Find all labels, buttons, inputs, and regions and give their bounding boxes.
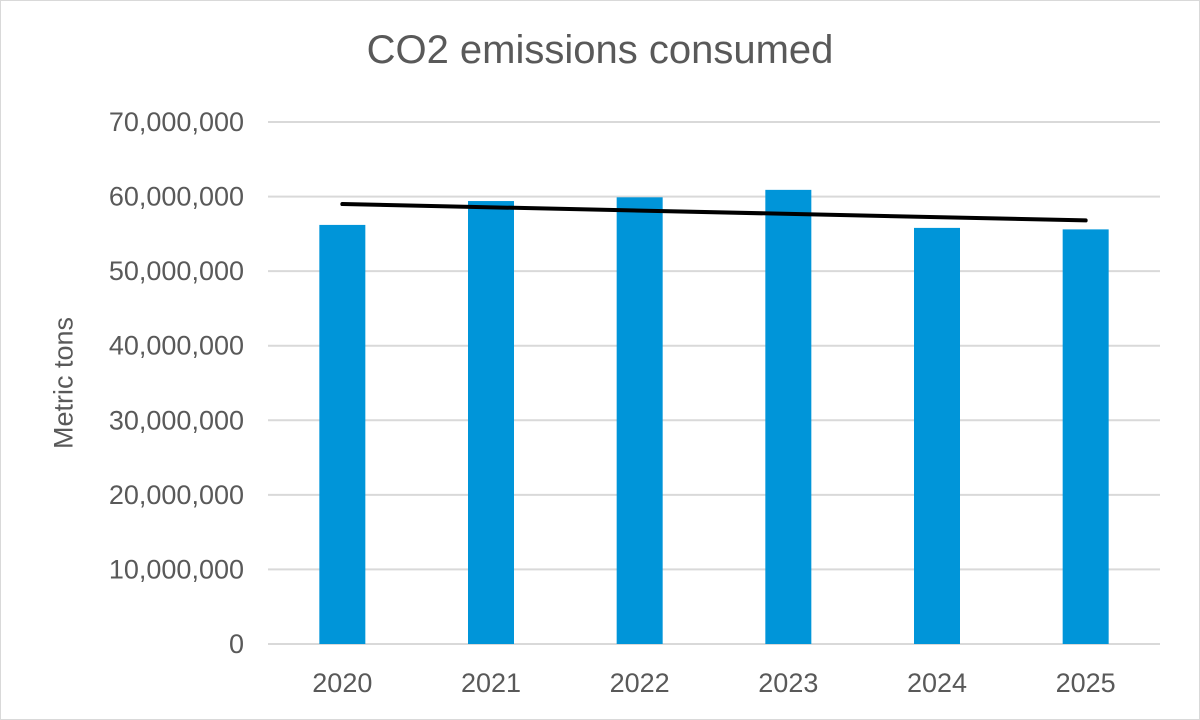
x-tick-label: 2025: [1056, 668, 1116, 698]
y-tick-label: 0: [229, 629, 244, 659]
y-tick-label: 50,000,000: [109, 256, 244, 286]
bar-2022: [616, 197, 663, 644]
bar-2020: [319, 224, 366, 644]
bar-2024: [914, 227, 960, 645]
x-tick-label: 2020: [312, 668, 372, 698]
y-tick-label: 20,000,000: [109, 480, 244, 510]
x-tick-label: 2022: [610, 668, 670, 698]
trendline: [340, 202, 1088, 223]
y-tick-label: 10,000,000: [109, 554, 244, 584]
x-tick-label: 2021: [461, 668, 521, 698]
y-tick-label: 30,000,000: [109, 405, 244, 435]
y-tick-label: 70,000,000: [109, 107, 244, 137]
y-tick-label: 40,000,000: [109, 331, 244, 361]
bar-2023: [765, 189, 812, 645]
chart-title: CO2 emissions consumed: [366, 28, 834, 72]
x-tick-label: 2023: [758, 668, 818, 698]
y-tick-label: 60,000,000: [109, 182, 244, 212]
x-tick-label: 2024: [907, 668, 967, 698]
bar-2021: [468, 201, 514, 644]
bar-2025: [1062, 229, 1109, 644]
